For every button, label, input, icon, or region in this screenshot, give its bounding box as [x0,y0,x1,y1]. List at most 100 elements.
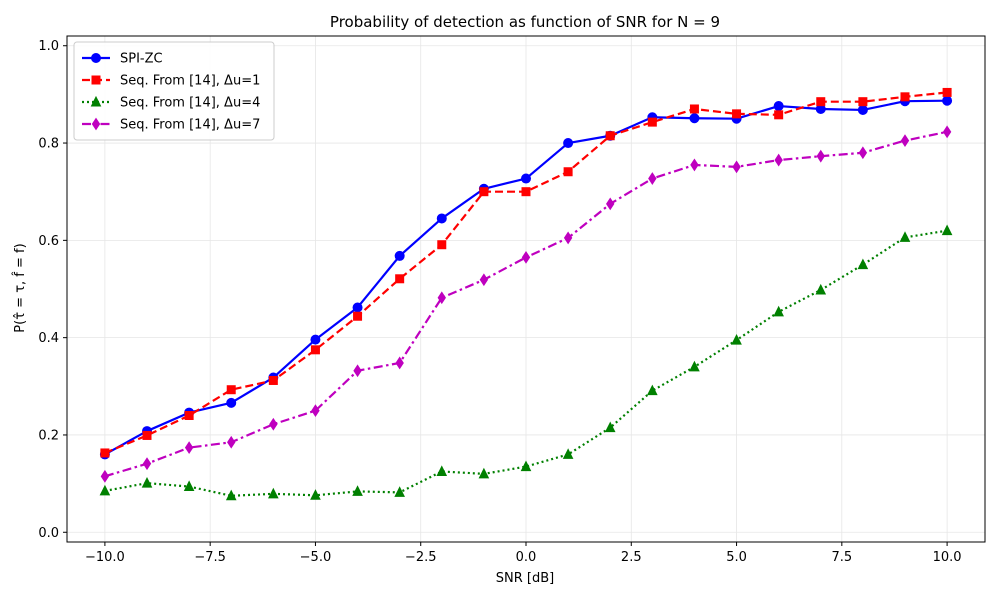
data-point [774,110,784,120]
data-point [816,149,825,163]
legend: SPI-ZC Seq. From [14], Δu=1 Seq. From [14]… [73,41,275,141]
y-axis-label: P(τ̂ = τ, f̂ = f) [13,243,28,332]
x-tick-label: 5.0 [726,550,747,565]
data-point [647,117,657,127]
data-point [774,153,783,167]
chart-title: Probability of detection as function of … [330,13,720,31]
data-point [226,385,236,395]
legend-item: Seq. From [14], Δu=7 [82,118,260,133]
series-4 [100,125,952,483]
data-point [900,92,910,102]
legend-box [73,41,275,141]
data-point [941,224,953,236]
data-point [142,457,152,471]
y-tick-label: 0.8 [38,137,59,152]
data-point [563,167,573,177]
data-point [900,134,910,148]
data-point [899,231,911,242]
data-point [942,95,953,106]
data-point [942,125,952,139]
data-point [689,360,700,372]
y-tick-label: 0.6 [38,234,59,249]
x-tick-label: −10.0 [85,550,125,565]
data-point [858,146,868,160]
data-point [521,173,531,184]
data-point [352,302,363,313]
legend-label: SPI-ZC [120,52,163,67]
data-point [563,231,573,245]
data-point [394,486,405,497]
x-tick-label: 0.0 [516,550,537,565]
data-point [352,485,363,496]
data-point [142,430,152,440]
data-point [310,345,320,355]
data-point [268,487,279,499]
data-point [226,397,237,408]
data-point [268,375,278,385]
data-point [99,484,111,496]
series-3 [99,224,953,501]
data-point [394,250,405,261]
data-point [310,334,321,345]
data-point [690,158,699,172]
data-point [184,441,194,455]
data-point [521,250,531,264]
data-point [816,97,826,107]
x-tick-label: 10.0 [933,550,962,565]
x-tick-label: −7.5 [194,550,226,565]
data-point [225,489,237,501]
x-axis-label: SNR [dB] [496,571,554,586]
x-tick-label: −2.5 [405,550,437,565]
legend-marker [91,53,101,63]
data-point [605,131,615,141]
x-tick-label: −5.0 [300,550,332,565]
data-point [732,160,741,174]
series-group [99,87,953,501]
y-tick-label: 0.0 [38,526,59,541]
data-point [311,404,320,418]
data-point [520,460,532,472]
data-point [606,197,615,211]
legend-item: Seq. From [14], Δu=1 [82,74,260,89]
legend-marker [91,117,101,131]
data-point [479,187,489,197]
legend-label: Seq. From [14], Δu=1 [120,74,260,89]
data-point [183,480,195,492]
axis-ticks: −10.0 −7.5 −5.0 −2.5 0.0 2.5 5.0 7.5 10.0 0.0 0.2 0… [38,39,961,565]
legend-marker [90,95,102,107]
legend-item: Seq. From [14], Δu=4 [82,96,260,111]
data-point [563,138,574,149]
x-tick-label: 7.5 [831,550,852,565]
data-point [269,417,278,431]
data-point [479,273,489,287]
data-point [647,384,658,396]
data-point [141,477,153,488]
data-point [478,467,490,479]
data-point [815,283,827,295]
data-point [395,356,404,370]
data-point [227,435,236,449]
legend-item: SPI-ZC [82,52,163,67]
series-line [104,130,948,478]
legend-label: Seq. From [14], Δu=7 [120,118,260,133]
data-point [731,333,742,345]
data-point [436,465,448,476]
data-point [437,240,447,250]
data-point [521,187,531,197]
data-point [942,87,952,97]
data-point [858,97,868,107]
data-point [773,305,784,317]
data-point [604,421,616,433]
data-point [395,274,405,284]
y-tick-label: 1.0 [38,39,59,54]
data-point [436,213,447,224]
data-point [184,411,194,420]
x-tick-label: 2.5 [621,550,642,565]
y-tick-label: 0.2 [38,428,59,443]
data-point [857,258,869,270]
series-2 [100,87,952,458]
data-point [353,311,363,321]
data-point [353,364,362,378]
y-tick-label: 0.4 [38,331,59,346]
